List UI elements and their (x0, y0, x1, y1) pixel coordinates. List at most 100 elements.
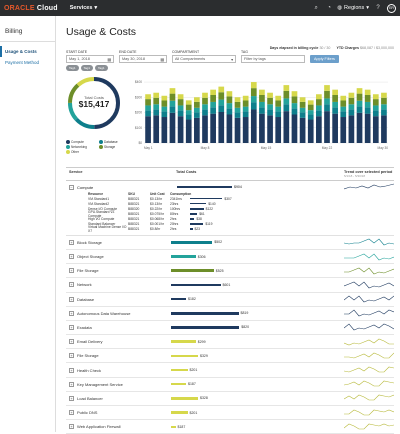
bar-segment (218, 111, 225, 143)
table-row[interactable]: + Database $182 (66, 293, 394, 307)
cost-bar (171, 269, 214, 272)
bar-segment (177, 99, 184, 106)
bar-segment (259, 101, 265, 108)
bar-segment (340, 111, 347, 118)
billing-stats: Days elapsed in billing cycle 30 / 30 YT… (270, 46, 394, 50)
table-row[interactable]: + Public DNS $201 (66, 406, 394, 421)
tag-filter-input[interactable]: Filter by tags (241, 55, 305, 63)
search-icon[interactable]: ⌕ (314, 4, 318, 11)
service-name: Database (77, 296, 95, 302)
expand-icon[interactable]: + (69, 254, 74, 260)
expand-icon[interactable]: + (69, 353, 74, 359)
compute-row-head[interactable]: − Compute $904 (66, 183, 394, 191)
avatar[interactable]: ER (387, 3, 396, 13)
resource-cost: $307 (224, 196, 232, 201)
service-name: Compute (77, 184, 94, 190)
end-date-input[interactable]: May 30, 2018 ▦ (119, 55, 167, 63)
resource-name: VM.Standard2 (88, 201, 110, 206)
tag-chip[interactable]: Tag1 (80, 65, 94, 71)
sidebar-item-usage-costs[interactable]: Usage & Costs (0, 46, 55, 57)
expand-icon[interactable]: + (69, 282, 74, 288)
collapse-icon[interactable]: − (69, 184, 74, 190)
table-row[interactable]: + File Storage $329 (66, 349, 394, 364)
expand-icon[interactable]: + (69, 381, 74, 387)
expand-icon[interactable]: + (69, 395, 74, 401)
bar-segment (275, 117, 282, 143)
service-cell: + Email Delivery (66, 339, 171, 345)
bar-segment (259, 95, 265, 102)
service-cell: + Network (66, 282, 171, 288)
expand-icon[interactable]: + (69, 296, 74, 302)
end-date-value: May 30, 2018 (122, 57, 146, 61)
breakdown-header: Resource SKU Unit Cost Consumption (88, 191, 394, 196)
table-row[interactable]: + Autonomous Data Warehouse $819 (66, 307, 394, 321)
trend-sparkline (344, 395, 394, 401)
help-icon[interactable]: ? (376, 5, 380, 11)
cost-bar (171, 326, 240, 329)
consumption-bar (190, 208, 204, 210)
consumption-value: 23hrs (170, 201, 179, 206)
legend-label: Networking (71, 145, 87, 150)
bar-segment (267, 104, 273, 110)
top-bar: ORACLE Cloud Services ▾ ⌕ ◔ ◍ Regions ▾ ? E… (0, 0, 400, 16)
table-row[interactable]: + Health Check $201 (66, 363, 394, 378)
resource-name: Virtual Machine Dense I/O X7 (88, 225, 127, 234)
col-consumption: Consumption (170, 191, 192, 196)
table-row[interactable]: + Email Delivery $299 (66, 335, 394, 350)
table-row[interactable]: + Object Storage $306 (66, 250, 394, 265)
service-cell: + Public DNS (66, 410, 171, 416)
start-date-input[interactable]: May 1, 2018 ▦ (66, 55, 114, 63)
bar-segment (210, 89, 216, 95)
bar-segment (291, 103, 298, 109)
consumption-bar (190, 202, 207, 205)
tag-chip[interactable]: Tag1 (95, 65, 108, 71)
bar-segment (194, 117, 200, 143)
expand-icon[interactable]: + (69, 424, 74, 430)
oracle-cloud-logo[interactable]: ORACLE Cloud (4, 5, 58, 12)
expand-icon[interactable]: + (69, 239, 74, 245)
table-row[interactable]: + Exadata $820 (66, 321, 394, 336)
expand-icon[interactable]: + (69, 367, 74, 373)
sku-value: B88321 (128, 201, 140, 206)
expand-icon[interactable]: + (69, 410, 74, 416)
cost-bar (171, 340, 196, 343)
region-selector[interactable]: ◍ Regions ▾ (337, 5, 369, 11)
table-row[interactable]: + Network $601 (66, 278, 394, 293)
cost-cell: $182 (171, 297, 344, 301)
expanded-row-compute: − Compute $904 Resource SKU Unit Cost Co… (66, 181, 394, 236)
expand-icon[interactable]: + (69, 310, 74, 316)
compartment-select[interactable]: All Compartments ▾ (172, 55, 236, 63)
bar-segment (324, 90, 330, 99)
breakdown-row: Dense I/O Compute B88320 $0.22/hr 100hrs $12… (88, 206, 394, 211)
tag-chip[interactable]: Tag1 (66, 65, 79, 71)
table-row[interactable]: + File Storage $525 (66, 264, 394, 279)
bell-icon[interactable]: ◔ (327, 5, 332, 11)
bar-segment (291, 91, 298, 97)
consumption-value: 2hrs (170, 217, 177, 222)
expand-icon[interactable]: + (69, 268, 74, 274)
table-row[interactable]: + Key Management Service $187 (66, 378, 394, 392)
breakdown-row: Virtual Machine Dense I/O X7 B88321 $0.8/h… (88, 225, 394, 234)
services-menu[interactable]: Services ▾ (70, 5, 97, 11)
header-service[interactable]: Service (69, 170, 83, 174)
sidebar-item-payment-method[interactable]: Payment Method (5, 60, 40, 65)
bar-segment (145, 105, 151, 111)
bar-segment (161, 106, 168, 112)
apply-filters-button[interactable]: Apply Filters (310, 55, 339, 63)
bar-segment (218, 105, 225, 112)
bar-segment (226, 108, 233, 115)
bar-segment (348, 109, 355, 116)
bar-segment (161, 95, 168, 101)
breakdown-row: High I/O Compute B88321 $0.068/hr 2hrs $38 (88, 216, 394, 221)
expand-icon[interactable]: + (69, 324, 74, 330)
cost-cell: $820 (171, 325, 344, 329)
header-total-costs[interactable]: Total Costs (176, 170, 197, 174)
trend-sparkline (344, 295, 394, 303)
cost-bar (171, 411, 188, 414)
expand-icon[interactable]: + (69, 339, 74, 345)
services-label: Services (69, 5, 93, 11)
table-row[interactable]: + Load Balancer $328 (66, 392, 394, 406)
table-row[interactable]: + Block Storage $502 (66, 236, 394, 250)
bar-segment (161, 117, 168, 143)
cost-bar (177, 185, 232, 189)
